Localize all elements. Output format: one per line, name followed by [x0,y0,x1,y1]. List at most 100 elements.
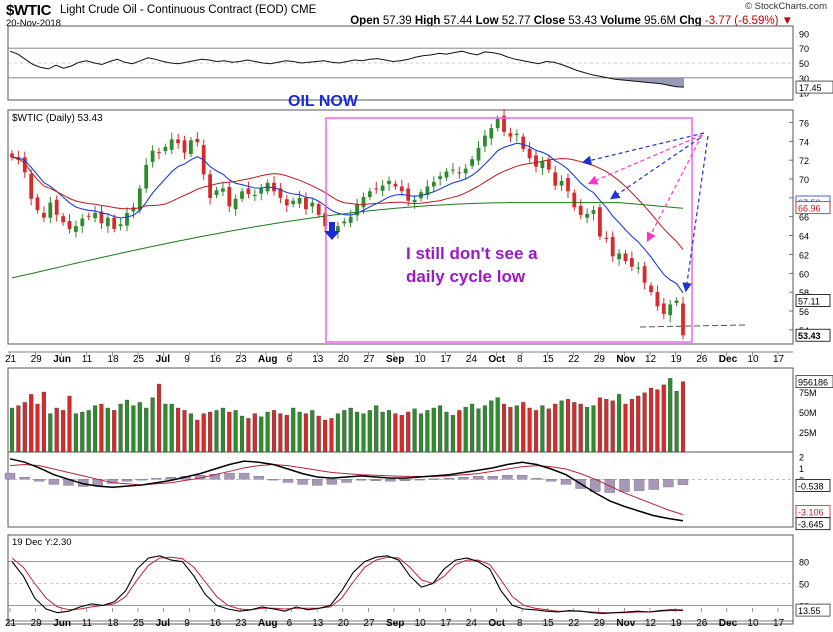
price-candle [591,210,596,214]
price-candle [387,180,391,185]
date-tick-label: 11 [82,354,93,365]
macd-histogram-bar [297,479,308,485]
macd-histogram-bar [165,477,177,480]
volume-bar [99,403,104,453]
price-candle [348,216,353,223]
date-tick-label: Sep [386,354,404,365]
volume-bar [425,410,430,453]
volume-bar [380,411,385,453]
volume-bar [342,410,347,453]
rsi-tick-label: 10 [799,89,809,99]
price-candle [374,188,379,190]
oil-now-title: OIL NOW [288,93,359,110]
volume-bar [54,407,59,453]
volume-bar [214,410,219,453]
price-label: 66.96 [798,204,821,214]
volume-bar [508,407,513,453]
annotation-line-2: daily cycle low [406,267,526,286]
date-tick-label: Nov [616,618,635,629]
price-candle [502,115,506,132]
blue-dashed-arrow [610,137,701,200]
date-tick-label: Sep [386,618,404,629]
volume-bar [661,384,666,453]
macd-histogram-bar [663,479,674,488]
date-tick-label: 20 [338,354,350,365]
volume-bar [412,408,417,453]
date-tick-label: 19 [671,354,683,365]
rsi-last-box [795,80,833,94]
date-tick-label: 27 [363,354,375,365]
price-candle [540,161,545,169]
price-candle [316,204,321,215]
volume-bar [316,415,321,453]
date-tick-label: 10 [415,354,427,365]
date-tick-label: 20 [338,618,350,629]
price-candle [463,168,468,174]
price-candle [610,237,615,257]
volume-bar [565,399,571,453]
date-tick-label: Aug [258,354,277,365]
ema-line [11,142,684,294]
volume-bar [278,413,283,453]
price-candle [470,159,474,166]
date-tick-label: 12 [645,618,657,629]
close-label: Close [533,15,566,27]
date-tick-label: Dec [719,354,738,365]
price-candle [521,136,526,149]
cycle-highlight-box [325,117,693,343]
price-candle [112,217,117,229]
price-candle [297,197,302,204]
date-tick-label: 21 [5,618,17,629]
price-tick-label: 62 [799,250,809,260]
macd-label-box [795,517,831,531]
date-tick-label: Dec [719,618,738,629]
volume-bar [323,419,328,453]
rsi-tick-label: 50 [799,59,809,69]
price-label-box [795,201,831,215]
date-tick-label: 8 [517,618,523,629]
volume-panel: 75M 50M 25M 956186 [9,375,833,453]
price-candle [48,202,53,218]
volume-bar [546,408,551,453]
chart-date: 20-Nov-2018 [6,18,61,29]
price-candle [259,188,264,194]
price-candle [227,187,232,207]
volume-bar [476,408,481,453]
macd-line [9,458,684,522]
price-panel: 767472706866646260585654$WTIC (Daily) 53… [10,109,831,342]
price-candle [310,202,315,207]
volume-bar [22,402,27,453]
volume-bar [636,395,641,453]
macd-histogram-bar [502,475,513,480]
date-tick-label: 24 [466,618,478,629]
macd-histogram-bar [677,479,689,485]
price-candle [642,266,647,283]
volume-bar [16,405,21,453]
date-tick-label: 19 [671,618,683,629]
volume-bar [540,405,545,453]
sma200-line [11,202,684,279]
stochastic-d-line [11,556,683,614]
volume-bar [176,407,181,453]
volume-bar [533,410,539,453]
volume-bar [361,413,366,453]
volume-bar [105,407,110,453]
macd-label-box [795,478,831,492]
price-candle [514,133,519,136]
volume-bar [591,405,596,453]
volume-bar [220,407,225,453]
volume-bar [93,405,98,453]
volume-bar [585,407,590,453]
price-candle [105,217,110,227]
volume-bar [655,389,660,453]
date-tick-label: 25 [133,354,145,365]
panel-frames [7,25,794,625]
high-label: High [414,15,441,27]
volume-bar [386,410,392,453]
date-tick-label: 24 [466,354,478,365]
date-tick-label: Jul [156,354,171,365]
macd-histogram-bar [224,472,235,480]
macd-label: -3.645 [798,520,824,530]
price-candle [508,133,513,137]
